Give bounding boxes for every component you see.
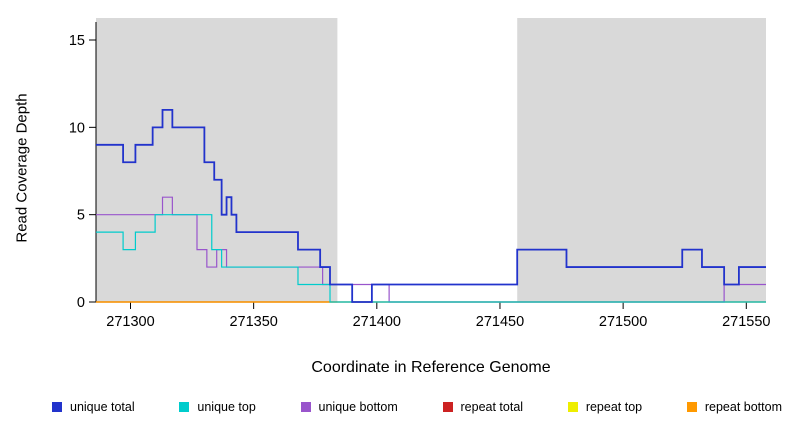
legend-swatch-icon: [442, 402, 453, 412]
y-tick-label: 5: [77, 208, 85, 224]
y-tick-label: 0: [77, 295, 85, 311]
legend-item-unique-bottom: unique bottom: [300, 400, 398, 414]
legend-label: unique total: [70, 400, 135, 414]
y-tick-label: 15: [69, 33, 85, 49]
legend-item-repeat-bottom: repeat bottom: [686, 400, 782, 414]
x-tick-label: 271400: [353, 314, 401, 330]
legend-swatch-icon: [300, 402, 311, 412]
legend-item-unique-total: unique total: [52, 400, 135, 414]
x-tick-label: 271500: [599, 314, 647, 330]
legend-label: repeat top: [585, 400, 643, 414]
y-tick-label: 10: [69, 120, 85, 136]
series-unique-top: [96, 214, 766, 303]
legend-label: repeat total: [460, 400, 524, 414]
coverage-plot: 271300 271350 271400 271450 271500 271550 0 5 10…: [69, 18, 770, 330]
x-axis-title: Coordinate in Reference Genome: [311, 359, 551, 376]
legend-label: unique bottom: [318, 400, 398, 414]
legend-item-repeat-total: repeat total: [442, 400, 524, 414]
legend-swatch-icon: [52, 402, 62, 412]
legend-swatch-icon: [686, 402, 697, 412]
series-unique-bottom: [96, 196, 766, 303]
series-unique-total: [96, 108, 766, 303]
legend-item-repeat-top: repeat top: [567, 400, 643, 414]
x-tick-label: 271450: [476, 314, 524, 330]
x-tick-label: 271550: [722, 314, 770, 330]
legend-label: repeat bottom: [704, 400, 782, 414]
legend-swatch-icon: [567, 402, 578, 412]
x-tick-label: 271350: [229, 314, 277, 330]
legend-label: unique top: [197, 400, 256, 414]
x-tick-label: 271300: [106, 314, 154, 330]
y-axis-title: Read Coverage Depth: [13, 93, 31, 243]
chart-legend: unique total unique top unique bottom repea…: [0, 400, 792, 414]
shaded-region: [517, 18, 766, 302]
legend-swatch-icon: [179, 402, 190, 412]
legend-item-unique-top: unique top: [179, 400, 256, 414]
